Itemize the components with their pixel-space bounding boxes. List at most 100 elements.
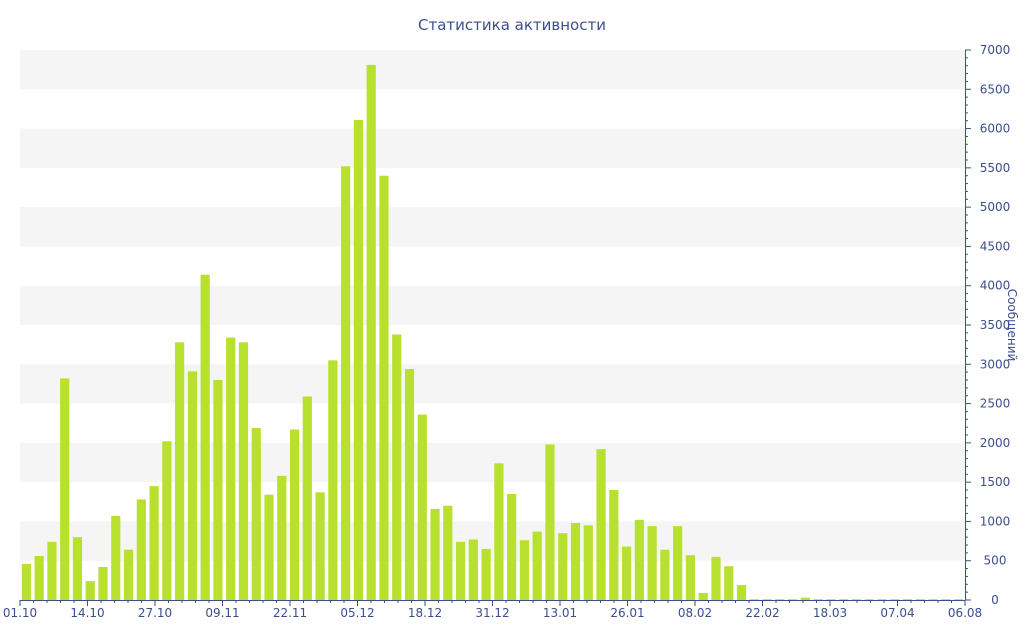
bar xyxy=(162,441,172,600)
bar xyxy=(187,371,197,600)
y-tick-label: 2000 xyxy=(980,436,1011,450)
bar xyxy=(379,175,389,600)
bar xyxy=(839,599,849,600)
bar xyxy=(609,490,619,600)
y-tick-label: 4500 xyxy=(980,239,1011,253)
bar xyxy=(890,599,900,600)
y-tick-label: 6500 xyxy=(980,82,1011,96)
grid-band xyxy=(20,128,965,168)
bar xyxy=(583,525,593,600)
bar xyxy=(302,396,312,600)
bar xyxy=(251,427,261,600)
x-tick-label: 22.11 xyxy=(273,606,307,620)
x-tick-label: 06.08 xyxy=(948,606,982,620)
x-tick-label: 27.10 xyxy=(138,606,172,620)
bar xyxy=(60,378,70,600)
y-tick-label: 3000 xyxy=(980,357,1011,371)
bar xyxy=(851,599,862,600)
y-tick-label: 5500 xyxy=(980,161,1011,175)
bar xyxy=(660,549,670,600)
bar xyxy=(507,493,517,600)
bar xyxy=(877,599,887,600)
bar xyxy=(328,360,338,600)
y-axis-title: Сообщений xyxy=(1005,289,1019,362)
x-tick-label: 08.02 xyxy=(678,606,712,620)
bar xyxy=(558,533,568,600)
x-tick-label: 22.02 xyxy=(745,606,779,620)
bar xyxy=(238,342,249,600)
bar xyxy=(647,526,657,600)
bar xyxy=(200,274,210,600)
bar xyxy=(941,599,951,600)
bar xyxy=(111,515,121,600)
bar xyxy=(545,444,555,600)
bar xyxy=(864,599,874,600)
bar xyxy=(570,523,581,600)
bar xyxy=(954,599,964,600)
grid-band xyxy=(20,207,965,247)
bar xyxy=(711,556,721,600)
bar xyxy=(98,567,108,600)
grid-band xyxy=(20,442,965,483)
bar xyxy=(468,539,478,600)
bar xyxy=(404,369,415,600)
y-tick-label: 6000 xyxy=(980,122,1011,136)
x-tick-label: 13.01 xyxy=(543,606,577,620)
bar xyxy=(315,492,325,600)
x-tick-label: 14.10 xyxy=(70,606,104,620)
x-tick-label: 05.12 xyxy=(340,606,374,620)
bar xyxy=(72,537,83,600)
bar xyxy=(149,486,159,600)
x-tick-label: 18.12 xyxy=(408,606,442,620)
bar xyxy=(826,599,836,600)
bar xyxy=(673,526,683,600)
bar xyxy=(417,414,427,600)
bar xyxy=(213,380,223,600)
x-tick-label: 01.10 xyxy=(3,606,37,620)
bar xyxy=(136,499,146,600)
bar xyxy=(596,449,606,600)
bar xyxy=(621,546,632,600)
grid-band xyxy=(20,521,965,561)
y-tick-label: 7000 xyxy=(980,43,1011,57)
bar xyxy=(392,334,402,600)
y-tick-label: 500 xyxy=(984,554,1007,568)
bar xyxy=(21,563,31,600)
bar xyxy=(277,475,287,600)
bar xyxy=(34,556,44,600)
bar xyxy=(762,599,772,600)
bar xyxy=(519,540,530,600)
bar xyxy=(341,166,351,601)
bar xyxy=(915,599,925,600)
bar xyxy=(902,599,913,600)
grid-band xyxy=(20,285,965,325)
bar xyxy=(430,508,440,600)
bar xyxy=(443,505,453,600)
bar xyxy=(685,555,696,600)
x-tick-label: 18.03 xyxy=(813,606,847,620)
bar xyxy=(289,429,300,600)
bar xyxy=(813,599,823,600)
chart-title: Статистика активности xyxy=(418,16,606,34)
bar xyxy=(736,585,747,600)
bar xyxy=(698,592,708,600)
bar xyxy=(532,531,542,600)
bar xyxy=(481,548,491,600)
bar xyxy=(47,541,57,600)
grid-band xyxy=(20,364,965,404)
bar xyxy=(366,64,376,601)
bar xyxy=(749,599,759,600)
y-tick-label: 5000 xyxy=(980,200,1011,214)
bar xyxy=(494,463,504,600)
y-tick-label: 2500 xyxy=(980,397,1011,411)
bar xyxy=(175,342,185,600)
y-tick-label: 3500 xyxy=(980,318,1011,332)
y-tick-label: 1000 xyxy=(980,514,1011,528)
bar xyxy=(775,599,785,600)
bar xyxy=(455,541,466,600)
bar xyxy=(724,566,734,600)
x-tick-label: 26.01 xyxy=(610,606,644,620)
bar xyxy=(123,549,134,600)
